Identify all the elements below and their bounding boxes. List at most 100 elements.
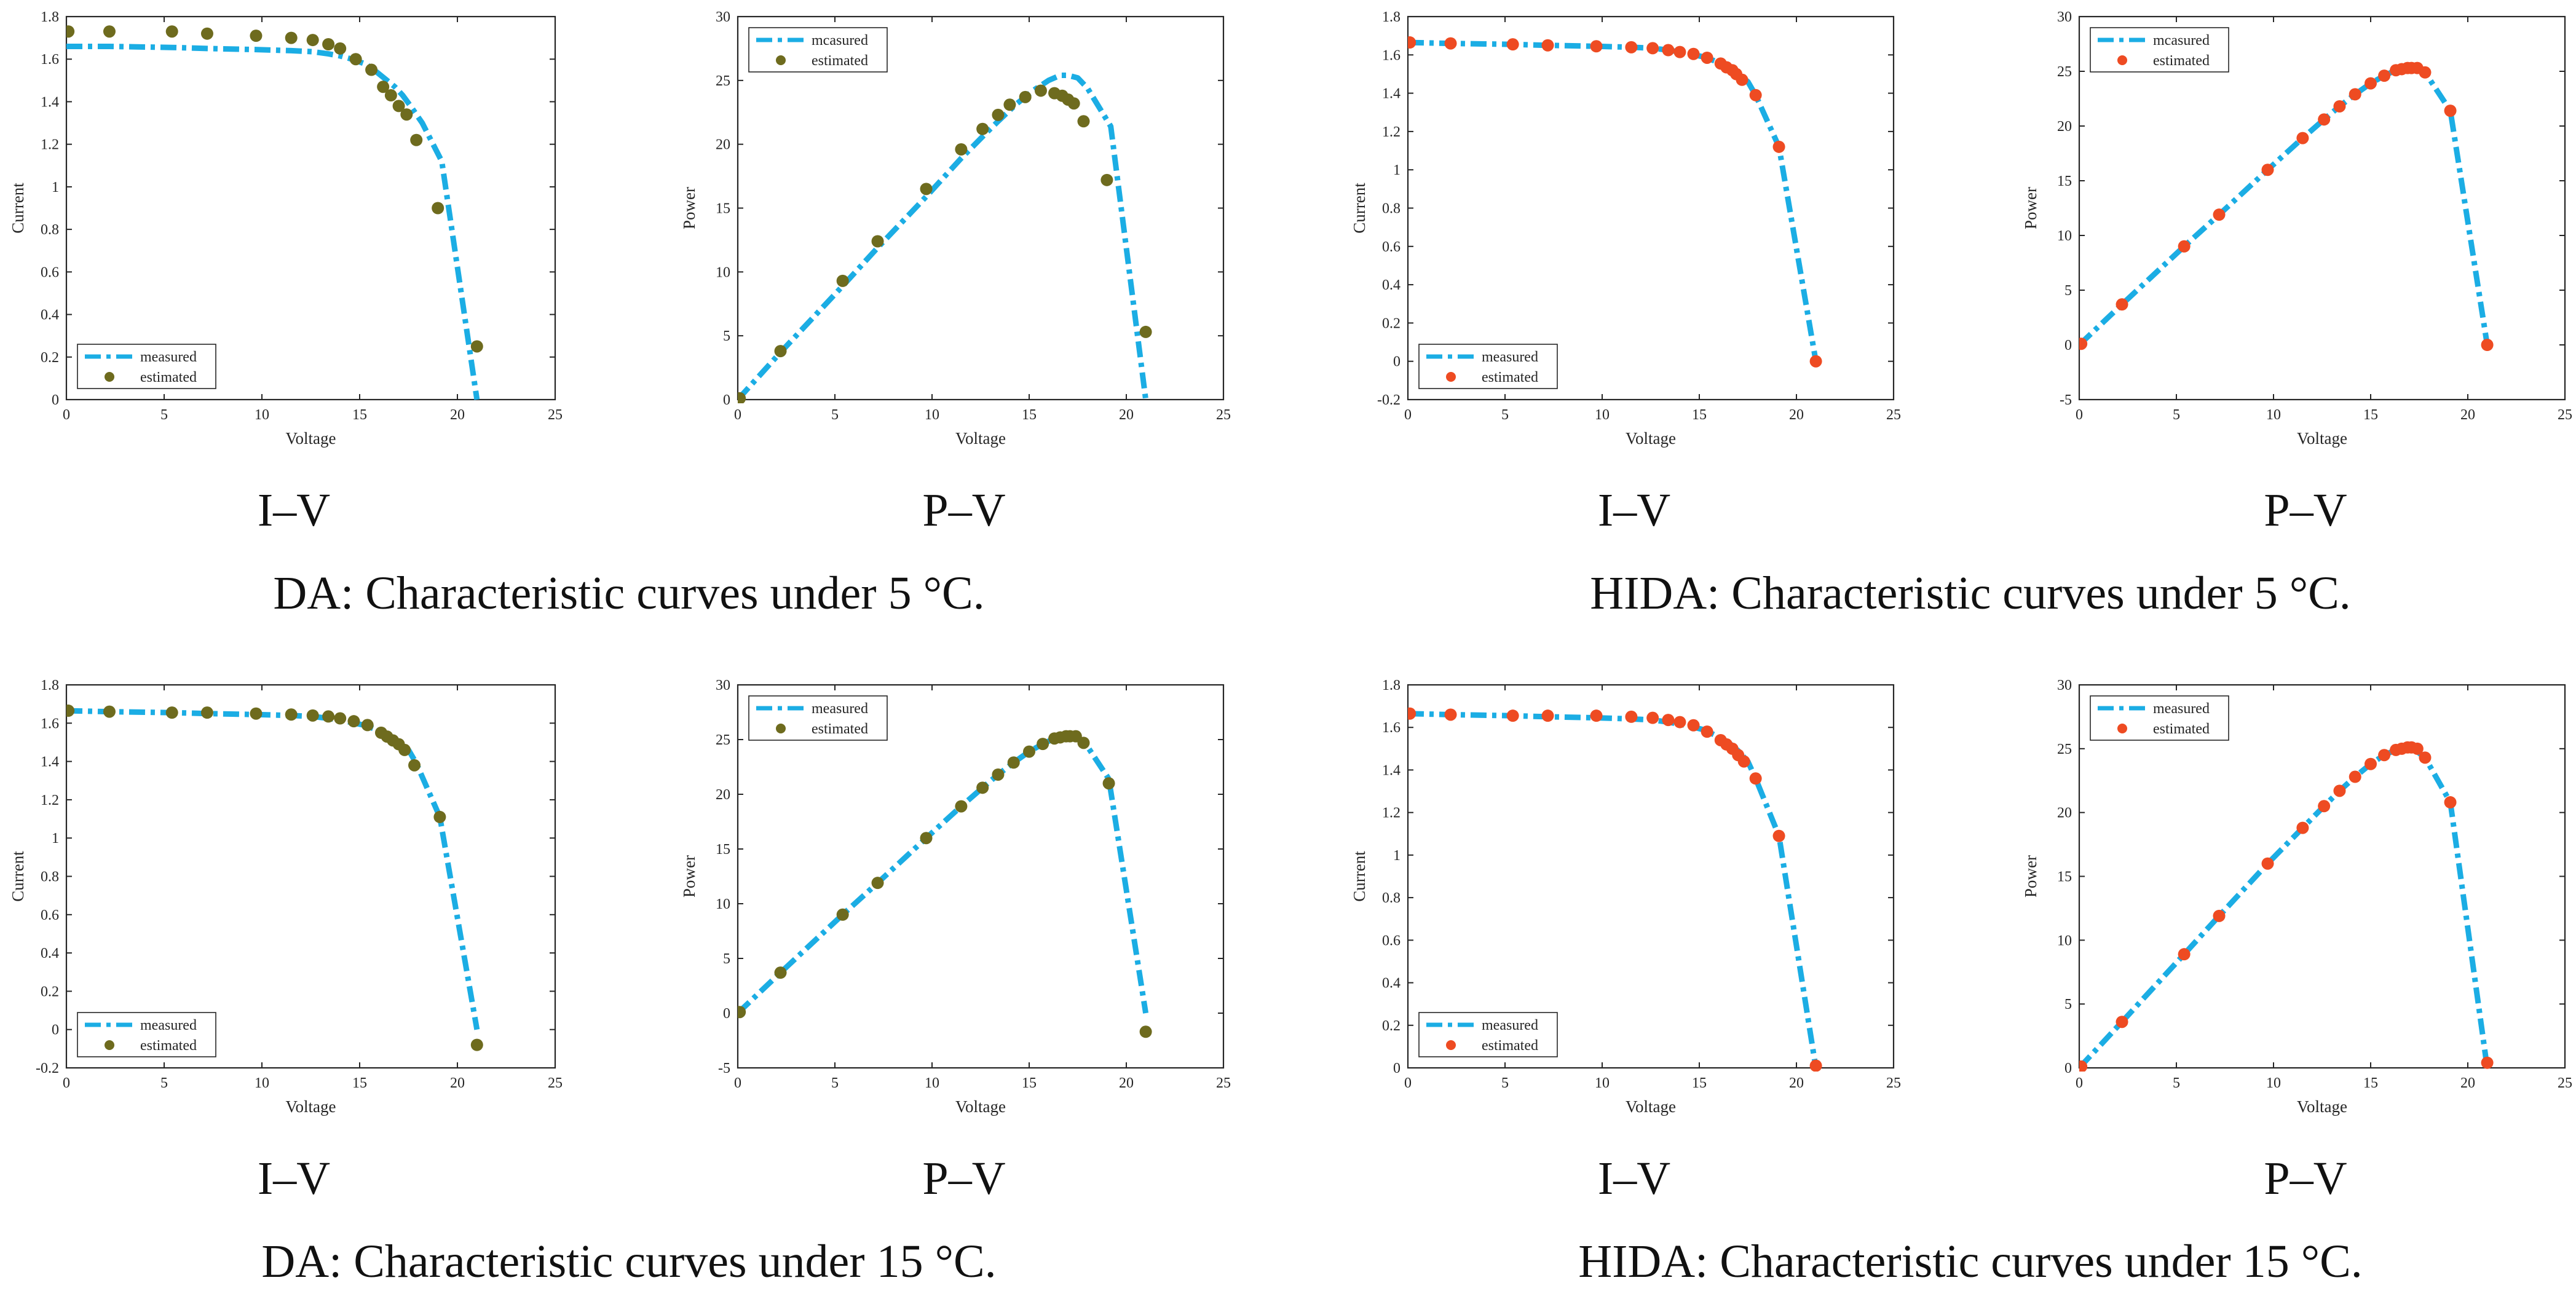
estimated-point	[1541, 39, 1554, 52]
x-tick-label: 20	[1119, 407, 1134, 423]
legend	[77, 344, 216, 389]
legend	[77, 1012, 216, 1057]
legend-estimated-label: estimated	[1482, 1038, 1538, 1054]
y-tick-label: 1.6	[1382, 720, 1401, 736]
estimated-point	[410, 133, 423, 146]
estimated-point	[66, 705, 75, 717]
legend-measured-label: measured	[1482, 1017, 1538, 1033]
estimated-point	[1701, 51, 1713, 64]
y-tick-label: 25	[716, 732, 730, 748]
y-tick-label: 20	[716, 137, 730, 153]
estimated-point	[955, 143, 968, 156]
legend-estimated-label: estimated	[812, 53, 868, 69]
estimated-point	[738, 1006, 746, 1019]
estimated-point	[306, 709, 319, 722]
x-tick-label: 10	[1595, 407, 1610, 423]
plot-area	[65, 684, 556, 1069]
estimated-point	[1662, 44, 1675, 57]
estimated-point	[347, 715, 360, 728]
y-tick-label: 5	[2064, 283, 2072, 299]
legend-estimated-marker	[2117, 724, 2127, 733]
estimated-point	[2444, 796, 2457, 809]
estimated-point	[334, 42, 347, 55]
y-tick-label: 1.2	[41, 137, 59, 153]
estimated-point	[2296, 132, 2309, 144]
estimated-point	[992, 768, 1005, 781]
estimated-point	[1687, 47, 1700, 60]
estimated-point	[836, 908, 849, 921]
y-tick-label: 1.8	[41, 677, 59, 693]
y-tick-label: 0.4	[1382, 976, 1401, 992]
panel-sublabel: P–V	[2264, 1153, 2347, 1204]
estimated-point	[1139, 1025, 1152, 1038]
x-tick-label: 5	[1501, 407, 1509, 423]
estimated-point	[250, 30, 263, 42]
estimated-point	[955, 800, 968, 813]
x-tick-label: 0	[1404, 1075, 1412, 1091]
x-tick-label: 0	[734, 1075, 741, 1091]
estimated-point	[992, 108, 1005, 121]
x-tick-label: 10	[1595, 1075, 1610, 1091]
estimated-point	[1023, 745, 1035, 758]
figure-caption: DA: Characteristic curves under 15 °C.	[261, 1236, 996, 1287]
estimated-point	[1077, 115, 1090, 128]
estimated-point	[1625, 41, 1638, 53]
estimated-point	[2365, 757, 2377, 770]
y-tick-label: 0.4	[1382, 277, 1401, 293]
y-tick-label: 10	[716, 264, 730, 280]
y-tick-label: 1	[52, 831, 59, 847]
y-tick-label: 15	[716, 201, 730, 217]
x-tick-label: 20	[2460, 1075, 2475, 1091]
x-tick-label: 15	[1022, 1075, 1037, 1091]
legend-measured-label: mcasured	[812, 33, 868, 49]
estimated-point	[2178, 948, 2191, 961]
estimated-point	[1673, 716, 1686, 729]
legend-estimated-marker	[105, 372, 114, 382]
estimated-point	[1772, 140, 1785, 153]
y-tick-label: 0.2	[1382, 1018, 1401, 1034]
estimated-point	[1408, 707, 1416, 720]
x-axis-label: Voltage	[286, 1097, 336, 1116]
x-tick-label: 5	[160, 407, 168, 423]
estimated-point	[774, 966, 787, 979]
y-axis-label: Current	[1350, 183, 1369, 234]
estimated-point	[1444, 708, 1457, 721]
estimated-point	[2419, 751, 2432, 764]
plot-area	[1407, 684, 1895, 1069]
y-tick-label: 15	[2057, 869, 2072, 885]
x-tick-label: 0	[1404, 407, 1412, 423]
plot-area	[2078, 684, 2566, 1069]
legend-measured-label: mcasured	[2153, 33, 2210, 49]
legend	[748, 27, 888, 73]
estimated-point	[1590, 709, 1603, 722]
legend-estimated-marker	[1446, 372, 1456, 382]
estimated-point	[285, 31, 298, 44]
estimated-point	[1736, 73, 1748, 86]
estimated-point	[920, 832, 933, 845]
y-tick-label: 0.2	[41, 984, 59, 1000]
legend-estimated-label: estimated	[140, 369, 197, 385]
figure-caption: HIDA: Characteristic curves under 15 °C.	[1578, 1236, 2363, 1287]
estimated-point	[2318, 800, 2331, 813]
x-tick-label: 25	[548, 407, 563, 423]
y-tick-label: 15	[716, 842, 730, 858]
legend-measured-label: measured	[140, 1017, 197, 1033]
x-tick-label: 10	[255, 407, 269, 423]
y-tick-label: 10	[2057, 933, 2072, 949]
estimated-point	[306, 34, 319, 47]
y-tick-label: 0	[1393, 1060, 1401, 1076]
y-tick-label: 0	[52, 392, 59, 408]
estimated-point	[836, 274, 849, 287]
estimated-point	[433, 810, 446, 823]
x-tick-label: 0	[2076, 407, 2083, 423]
estimated-point	[361, 719, 374, 732]
chart-da-15c-pv: 0 5 10 15 20 25-5051015202530VoltagePowermeas…	[680, 677, 1231, 1116]
legend-estimated-label: estimated	[2153, 721, 2210, 737]
chart-hida-15c-iv: 0 5 10 15 20 25 0 0.2 0.4 0.6 0.8 1 1.2 1.4 1.6 1.8 Volt…	[1350, 677, 1901, 1116]
estimated-point	[1003, 98, 1016, 111]
estimated-point	[165, 706, 178, 719]
y-tick-label: 1	[52, 180, 59, 195]
estimated-point	[2079, 1060, 2088, 1072]
x-tick-label: 0	[734, 407, 741, 423]
estimated-point	[398, 743, 411, 756]
